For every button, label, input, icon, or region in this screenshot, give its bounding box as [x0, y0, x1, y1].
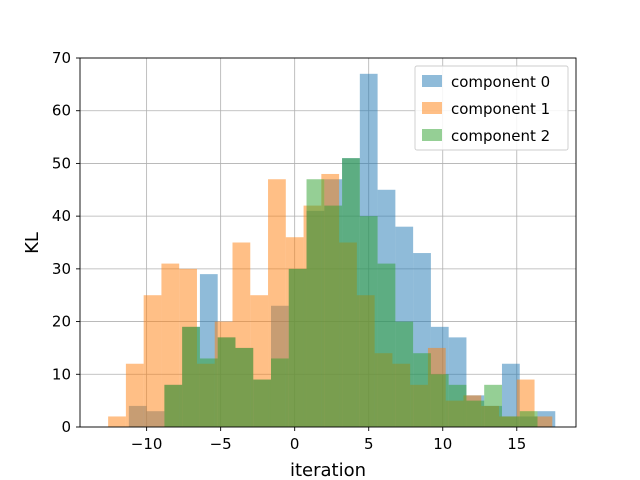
- histogram-bar: [377, 263, 396, 427]
- histogram-bar: [501, 363, 520, 427]
- y-tick-label: 70: [52, 49, 71, 67]
- histogram-bar: [143, 295, 162, 427]
- y-tick-label: 30: [52, 260, 71, 278]
- series-2-bars: [164, 158, 538, 427]
- histogram-bar: [270, 358, 289, 427]
- histogram-bar: [182, 326, 200, 427]
- histogram-bar: [108, 416, 126, 427]
- histogram-bar: [125, 363, 144, 427]
- legend-swatch: [422, 102, 442, 114]
- histogram-bar: [306, 179, 325, 427]
- histogram-bar: [466, 400, 485, 427]
- histogram-bar: [484, 384, 502, 427]
- x-tick-label: −5: [210, 435, 232, 453]
- histogram-bar: [253, 379, 271, 427]
- y-tick-label: 50: [52, 154, 71, 172]
- histogram-bar: [501, 416, 520, 427]
- legend-entry-label: component 0: [451, 73, 550, 91]
- legend-box: [414, 65, 569, 151]
- legend: component 0 component 1 component 2: [414, 65, 569, 151]
- histogram-bar: [448, 384, 467, 427]
- histogram-bar: [342, 158, 360, 427]
- histogram-bar: [217, 337, 236, 427]
- x-axis-label: iteration: [290, 460, 366, 480]
- y-tick-label: 60: [52, 102, 71, 120]
- histogram-bar: [430, 374, 449, 427]
- legend-swatch: [422, 75, 442, 87]
- histogram-bars: [108, 73, 556, 428]
- x-tick-label: 15: [507, 435, 526, 453]
- legend-entry-label: component 2: [451, 127, 550, 145]
- histogram-bar: [413, 353, 431, 427]
- legend-swatch: [422, 129, 442, 141]
- histogram-bar: [395, 321, 414, 427]
- histogram-bar: [164, 384, 183, 427]
- histogram-bar: [199, 358, 218, 427]
- x-tick-label: 5: [364, 435, 374, 453]
- histogram-bar: [534, 416, 553, 427]
- y-axis-label: KL: [22, 232, 43, 254]
- x-tick-label: 10: [433, 435, 452, 453]
- x-tick-label: −10: [131, 435, 163, 453]
- legend-entry-label: component 1: [451, 100, 550, 118]
- axis-ticks: −10 −5 0 5 10 15 0 10 20 30 40 50 60 70: [52, 49, 526, 453]
- x-tick-label: 0: [290, 435, 300, 453]
- histogram-bar: [235, 347, 254, 427]
- y-tick-label: 20: [52, 313, 71, 331]
- histogram-bar: [288, 268, 307, 427]
- plot-frame: [79, 57, 577, 428]
- y-tick-label: 0: [61, 418, 71, 436]
- y-tick-label: 40: [52, 207, 71, 225]
- histogram-bar: [359, 216, 378, 427]
- y-tick-label: 10: [52, 365, 71, 383]
- histogram-bar: [324, 205, 343, 427]
- histogram-bar: [519, 411, 538, 427]
